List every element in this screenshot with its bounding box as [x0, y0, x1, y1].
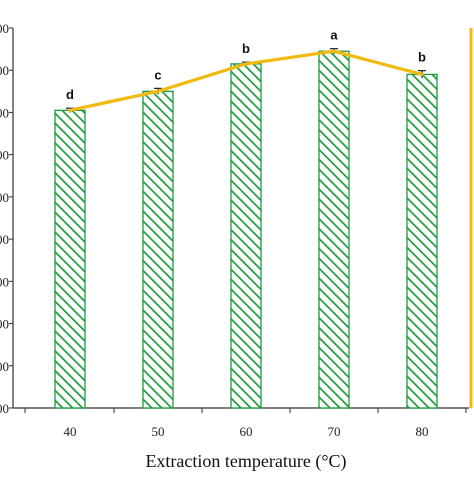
y-tick-label: 00 [0, 317, 9, 332]
significance-letter: b [418, 50, 426, 65]
x-tick-label: 70 [328, 424, 341, 439]
bar [54, 109, 86, 409]
x-tick-label: 80 [416, 424, 429, 439]
x-axis-title: Extraction temperature (°C) [145, 451, 346, 472]
tick-labels: 00 00 00 00 00 00 00 00 00 00 40 50 60 70 80 [0, 21, 429, 439]
y-tick-label: 00 [0, 105, 9, 120]
y-tick-label: 00 [0, 359, 9, 374]
bars [54, 50, 438, 409]
significance-letter: d [66, 87, 74, 102]
bar [406, 73, 438, 409]
axes [9, 27, 473, 413]
y-tick-label: 00 [0, 274, 9, 289]
y-tick-label: 00 [0, 63, 9, 78]
trend-line [68, 49, 424, 112]
bar [230, 63, 262, 409]
y-tick-label: 00 [0, 148, 9, 163]
y-tick-label: 00 [0, 401, 9, 416]
bar [142, 90, 174, 409]
significance-letter: a [330, 28, 338, 43]
significance-letters: d c b a b [66, 28, 426, 103]
x-tick-label: 40 [64, 424, 77, 439]
series-line [68, 49, 424, 112]
significance-letter: c [154, 67, 161, 82]
x-tick-label: 60 [240, 424, 253, 439]
x-tick-label: 50 [152, 424, 165, 439]
bar [318, 50, 350, 409]
significance-letter: b [242, 41, 250, 56]
y-tick-label: 00 [0, 21, 9, 36]
y-tick-label: 00 [0, 232, 9, 247]
y-tick-label: 00 [0, 190, 9, 205]
